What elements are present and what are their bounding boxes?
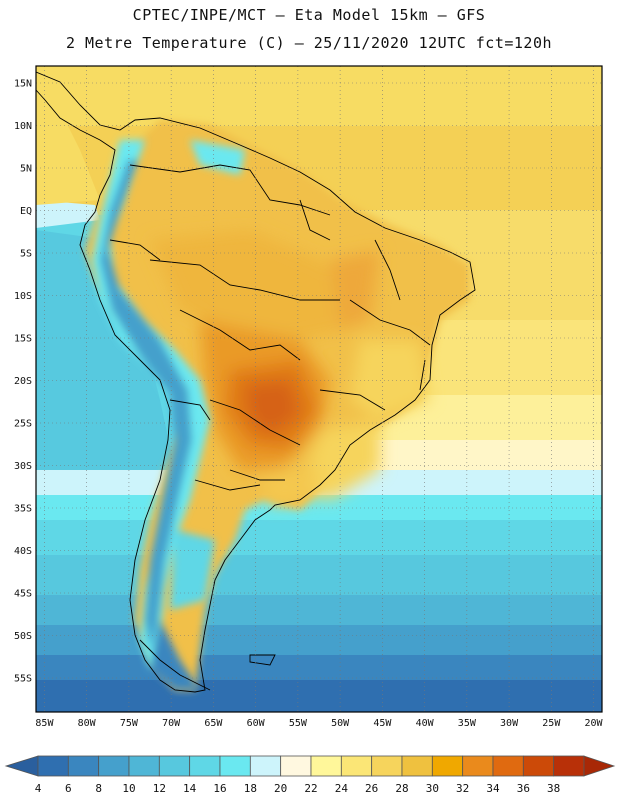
lon-tick-label: 85W (35, 718, 54, 729)
colorbar-high-arrow (583, 755, 616, 777)
colorbar-label: 14 (183, 782, 197, 795)
lon-tick-label: 80W (78, 718, 97, 729)
colorbar-swatch (37, 755, 69, 777)
colorbar-swatch (462, 755, 494, 777)
colorbar-low-arrow (4, 755, 39, 777)
colorbar-label: 26 (365, 782, 378, 795)
colorbar-label: 34 (486, 782, 500, 795)
colorbar-swatch (189, 755, 221, 777)
lat-tick-label: 40S (14, 546, 32, 557)
colorbar-swatch (492, 755, 524, 777)
colorbar-label: 4 (35, 782, 42, 795)
colorbar-swatch (522, 755, 555, 777)
lon-tick-label: 70W (162, 718, 181, 729)
colorbar-label: 22 (304, 782, 317, 795)
temperature-field (36, 66, 602, 712)
latitude-labels: 15N 10N 5N EQ 5S 10S 15S 20S 25S 30S 35S 40S 45S 50S 5… (14, 79, 32, 685)
lat-tick-label: 10N (14, 121, 32, 132)
colorbar-label: 8 (95, 782, 102, 795)
colorbar-swatch (158, 755, 191, 777)
colorbar-swatch (310, 755, 342, 777)
lon-tick-label: 35W (458, 718, 477, 729)
colorbar-swatch (431, 755, 464, 777)
lon-tick-label: 30W (500, 718, 519, 729)
map-title-line-1: CPTEC/INPE/MCT – Eta Model 15km – GFS (132, 6, 486, 24)
lat-tick-label: 5N (20, 164, 32, 175)
lon-tick-label: 55W (289, 718, 308, 729)
colorbar-label: 36 (517, 782, 530, 795)
colorbar-label: 24 (335, 782, 349, 795)
colorbar-label: 16 (213, 782, 226, 795)
colorbar-swatch (340, 755, 373, 777)
lat-tick-label: 15S (14, 334, 32, 345)
lon-tick-label: 45W (373, 718, 392, 729)
lat-tick-label: 55S (14, 674, 32, 685)
map-title-line-2: 2 Metre Temperature (C) – 25/11/2020 12U… (65, 34, 553, 52)
lat-tick-label: EQ (20, 206, 32, 217)
colorbar-swatch (553, 755, 585, 777)
lon-tick-label: 25W (542, 718, 561, 729)
colorbar-swatch (371, 755, 403, 777)
lat-tick-label: 20S (14, 376, 32, 387)
lon-tick-label: 75W (120, 718, 139, 729)
coastlines (36, 71, 476, 693)
lat-tick-label: 5S (20, 249, 32, 260)
lon-tick-label: 40W (416, 718, 435, 729)
lat-tick-label: 10S (14, 291, 32, 302)
longitude-labels: 85W 80W 75W 70W 65W 60W 55W 50W 45W 40W 35W 30W 25W 2… (35, 718, 603, 729)
lon-tick-label: 20W (585, 718, 604, 729)
colorbar-label: 30 (426, 782, 439, 795)
lat-tick-label: 30S (14, 461, 32, 472)
colorbar-swatches (4, 755, 616, 777)
lon-tick-label: 60W (247, 718, 266, 729)
colorbar-swatch (128, 755, 160, 777)
colorbar-labels: 4 6 8 10 12 14 16 18 20 22 24 26 28 30 32 34 36 38 (35, 782, 561, 795)
colorbar-label: 18 (244, 782, 257, 795)
colorbar-label: 38 (547, 782, 560, 795)
colorbar-swatch (280, 755, 312, 777)
colorbar: 4 6 8 10 12 14 16 18 20 22 24 26 28 30 32 34 36 38 (4, 755, 616, 795)
colorbar-swatch (98, 755, 130, 777)
colorbar-swatch (401, 755, 433, 777)
map-frame (35, 65, 603, 713)
lat-tick-label: 50S (14, 631, 32, 642)
colorbar-swatch (219, 755, 251, 777)
lat-tick-label: 15N (14, 79, 32, 90)
lat-tick-label: 45S (14, 589, 32, 600)
lon-tick-label: 50W (331, 718, 350, 729)
colorbar-swatch (67, 755, 100, 777)
colorbar-label: 12 (153, 782, 166, 795)
temperature-map: 15N 10N 5N EQ 5S 10S 15S 20S 25S 30S 35S 40S 45S 50S 5… (14, 65, 604, 729)
colorbar-label: 6 (65, 782, 72, 795)
colorbar-label: 28 (395, 782, 408, 795)
colorbar-label: 10 (122, 782, 135, 795)
colorbar-label: 32 (456, 782, 469, 795)
lat-tick-label: 25S (14, 419, 32, 430)
colorbar-label: 20 (274, 782, 287, 795)
lat-tick-label: 35S (14, 504, 32, 515)
lon-tick-label: 65W (204, 718, 223, 729)
colorbar-swatch (249, 755, 282, 777)
